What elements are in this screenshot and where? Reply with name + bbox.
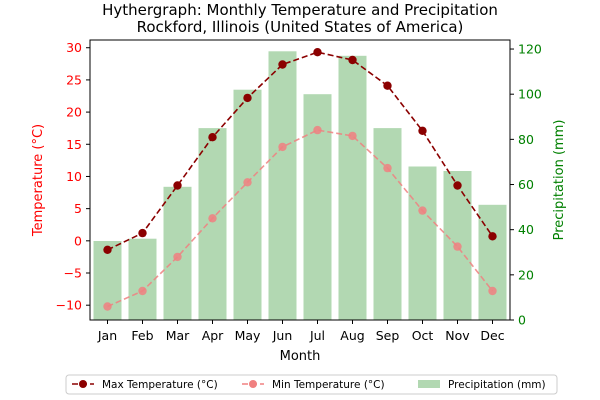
min-temperature-point-jul xyxy=(313,125,322,135)
min-temperature-point-oct xyxy=(418,206,427,215)
legend-marker-swatch xyxy=(79,380,87,388)
max-temperature-point-nov xyxy=(453,181,462,190)
precipitation-bar-oct xyxy=(408,166,437,320)
x-tick-label-jul: Jul xyxy=(309,328,325,343)
min-temperature-point-apr xyxy=(208,214,217,223)
max-temperature-point-sep xyxy=(383,81,392,90)
x-tick-label-nov: Nov xyxy=(445,328,470,343)
max-temperature-point-dec xyxy=(488,232,497,241)
right-tick-label: 60 xyxy=(518,177,534,192)
temperature-axis: −10 −5 0 5 10 15 20 25 30 xyxy=(56,40,90,313)
max-temperature-line xyxy=(107,51,494,251)
min-temperature-line xyxy=(107,129,494,308)
x-tick-label-jan: Jan xyxy=(97,328,117,343)
max-temperature-point-mar xyxy=(173,181,182,190)
right-tick-label: 20 xyxy=(518,267,534,282)
x-tick-label-feb: Feb xyxy=(131,328,153,343)
legend-bar-swatch xyxy=(418,380,440,388)
x-tick-label-jun: Jun xyxy=(272,328,293,343)
chart-title-line-1: Hythergraph: Monthly Temperature and Pre… xyxy=(102,1,498,19)
x-tick-label-sep: Sep xyxy=(376,328,400,343)
min-temperature-point-nov xyxy=(453,242,462,251)
x-tick-label-may: May xyxy=(235,328,261,343)
left-tick-label: 25 xyxy=(66,72,82,87)
min-temperature-point-mar xyxy=(173,252,182,262)
y-axis-label-left: Temperature (°C) xyxy=(31,124,46,237)
precipitation-bars xyxy=(93,51,507,321)
plot-frame xyxy=(89,39,511,321)
min-temperature-point-aug xyxy=(348,131,357,141)
legend: Max Temperature (°C) Min Temperature (°C)… xyxy=(65,374,558,395)
right-tick-label: 120 xyxy=(518,42,542,57)
precipitation-bar-feb xyxy=(128,238,157,320)
x-tick-label-apr: Apr xyxy=(202,328,224,343)
precipitation-bar-apr xyxy=(198,128,227,320)
legend-label: Min Temperature (°C) xyxy=(272,379,385,391)
precipitation-bar-may xyxy=(233,89,262,320)
right-tick-label: 40 xyxy=(518,222,534,237)
right-tick-label: 100 xyxy=(518,87,542,102)
min-temperature-point-jan xyxy=(103,302,112,311)
left-tick-label: −10 xyxy=(56,298,82,313)
y-axis-label-right: Precipitation (mm) xyxy=(552,120,567,241)
max-temperature-point-jan xyxy=(103,245,112,254)
min-temperature-point-dec xyxy=(488,286,497,296)
min-temperature-point-feb xyxy=(138,286,147,296)
precipitation-axis: 0 20 40 60 80 100 120 xyxy=(510,42,542,328)
right-tick-label: 0 xyxy=(518,313,526,328)
x-tick-label-oct: Oct xyxy=(412,328,434,343)
left-tick-label: 10 xyxy=(66,169,82,184)
left-tick-label: 0 xyxy=(74,233,82,248)
min-temperature-point-may xyxy=(243,178,252,187)
x-tick-label-aug: Aug xyxy=(340,328,364,343)
left-tick-label: 5 xyxy=(74,201,82,216)
precipitation-bar-jun xyxy=(268,51,297,321)
right-tick-label: 80 xyxy=(518,132,534,147)
max-temperature-point-apr xyxy=(208,133,217,142)
left-tick-label: 30 xyxy=(66,40,82,55)
legend-box xyxy=(65,374,558,395)
left-tick-label: 20 xyxy=(66,105,82,120)
max-temperature-point-feb xyxy=(138,228,147,238)
max-temperature-point-jul xyxy=(313,48,322,57)
temperature-lines xyxy=(103,48,497,311)
legend-label: Max Temperature (°C) xyxy=(102,379,218,391)
max-temperature-point-aug xyxy=(348,55,357,65)
precipitation-bar-sep xyxy=(373,128,402,320)
x-axis-label: Month xyxy=(280,349,321,364)
x-tick-label-dec: Dec xyxy=(480,328,504,343)
min-temperature-point-sep xyxy=(383,163,392,173)
left-tick-label: −5 xyxy=(64,266,82,281)
legend-marker-swatch xyxy=(249,380,257,388)
max-temperature-point-may xyxy=(243,93,252,103)
max-temperature-point-oct xyxy=(418,126,427,135)
max-temperature-point-jun xyxy=(278,60,287,69)
month-axis: Jan Feb Mar Apr May Jun Jul Aug Sep Oct Nov Dec xyxy=(97,320,505,343)
precipitation-bar-aug xyxy=(338,55,367,321)
chart-title-line-2: Rockford, Illinois (United States of Ame… xyxy=(137,18,464,36)
legend-label: Precipitation (mm) xyxy=(448,379,546,391)
min-temperature-point-jun xyxy=(278,142,287,152)
x-tick-label-mar: Mar xyxy=(166,328,190,343)
left-tick-label: 15 xyxy=(66,137,82,152)
